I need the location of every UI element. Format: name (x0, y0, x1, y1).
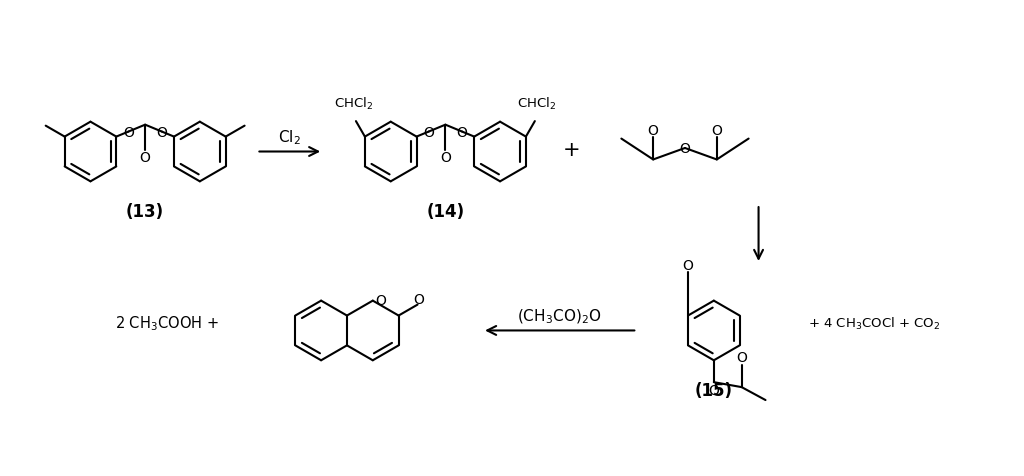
Text: O: O (413, 292, 424, 306)
Text: O: O (457, 125, 468, 139)
Text: O: O (123, 125, 134, 139)
Text: (13): (13) (126, 203, 164, 221)
Text: O: O (157, 125, 167, 139)
Text: O: O (375, 293, 386, 307)
Text: Cl$_2$: Cl$_2$ (278, 128, 301, 147)
Text: O: O (712, 123, 722, 138)
Text: O: O (683, 258, 693, 272)
Text: +: + (563, 139, 581, 159)
Text: (CH$_3$CO)$_2$O: (CH$_3$CO)$_2$O (517, 307, 602, 325)
Text: O: O (680, 142, 690, 156)
Text: CHCl$_2$: CHCl$_2$ (335, 96, 374, 112)
Text: O: O (709, 383, 719, 397)
Text: O: O (736, 350, 748, 365)
Text: O: O (648, 123, 658, 138)
Text: CHCl$_2$: CHCl$_2$ (517, 96, 556, 112)
Text: O: O (440, 151, 451, 165)
Text: + 4 CH$_3$COCl + CO$_2$: + 4 CH$_3$COCl + CO$_2$ (808, 315, 941, 331)
Text: (15): (15) (695, 381, 733, 399)
Text: 2 CH$_3$COOH +: 2 CH$_3$COOH + (115, 314, 219, 332)
Text: (14): (14) (426, 203, 465, 221)
Text: O: O (423, 125, 434, 139)
Text: O: O (139, 151, 151, 165)
